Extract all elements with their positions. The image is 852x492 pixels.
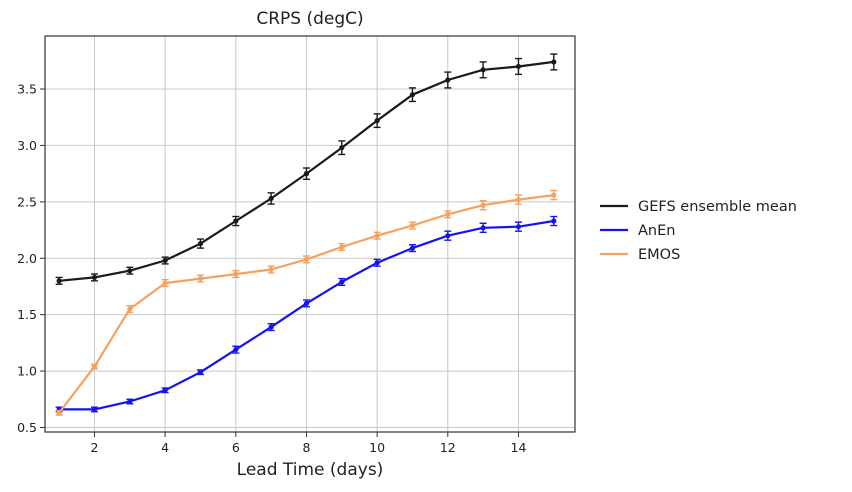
- legend-entry-anen: AnEn: [600, 223, 675, 239]
- y-tick-label: 2.5: [17, 194, 37, 209]
- data-point: [127, 306, 133, 312]
- legend-label: EMOS: [638, 247, 680, 263]
- y-tick-label: 0.5: [17, 420, 37, 435]
- data-point: [374, 118, 380, 124]
- series-layer: [55, 53, 558, 416]
- data-point: [339, 279, 345, 285]
- legend-label: AnEn: [638, 223, 675, 239]
- data-point: [409, 222, 416, 229]
- legend: GEFS ensemble mean AnEn EMOS: [600, 199, 797, 263]
- x-tick-label: 2: [90, 440, 98, 455]
- axis-ticks: 2 4 6 8 10 12 14 0.5 1.0 1.5 2.0 2.5 3.0 3.5: [17, 82, 526, 455]
- data-point: [91, 274, 98, 281]
- data-point: [233, 271, 239, 277]
- data-point: [480, 202, 486, 208]
- data-point: [197, 240, 204, 247]
- data-point: [551, 218, 557, 224]
- series-gefs-ensemble-mean: [55, 53, 558, 285]
- legend-entry-emos: EMOS: [600, 247, 680, 263]
- data-point: [480, 225, 486, 231]
- data-point: [162, 280, 168, 286]
- series-emos: [55, 189, 558, 416]
- data-point: [127, 398, 133, 405]
- data-point: [197, 275, 204, 282]
- data-point: [339, 145, 345, 151]
- series-anen: [55, 215, 558, 413]
- data-point: [268, 266, 274, 273]
- data-point: [515, 196, 522, 203]
- data-point: [127, 268, 133, 274]
- data-point: [162, 257, 168, 264]
- data-point: [268, 195, 274, 202]
- data-point: [551, 59, 557, 65]
- data-point: [515, 224, 522, 230]
- x-axis-label: Lead Time (days): [237, 460, 384, 480]
- y-tick-label: 3.5: [17, 82, 37, 97]
- data-point: [91, 363, 98, 370]
- data-point: [91, 406, 98, 413]
- data-point: [409, 92, 416, 98]
- x-tick-label: 14: [511, 440, 527, 455]
- chart-title: CRPS (degC): [256, 9, 363, 29]
- x-tick-label: 8: [302, 440, 310, 455]
- data-point: [303, 256, 310, 262]
- data-point: [303, 171, 310, 177]
- data-point: [233, 347, 239, 353]
- y-tick-label: 1.0: [17, 364, 37, 379]
- data-point: [445, 233, 451, 239]
- data-point: [445, 77, 451, 83]
- data-point: [56, 278, 62, 284]
- legend-label: GEFS ensemble mean: [638, 199, 797, 215]
- y-tick-label: 1.5: [17, 307, 37, 322]
- data-point: [515, 63, 522, 70]
- data-point: [374, 233, 380, 239]
- data-point: [268, 324, 274, 330]
- data-point: [303, 300, 310, 306]
- data-point: [197, 369, 204, 375]
- data-point: [409, 245, 416, 251]
- data-point: [480, 67, 486, 73]
- data-point: [551, 192, 557, 198]
- x-tick-label: 10: [369, 440, 385, 455]
- data-point: [374, 260, 380, 266]
- data-point: [162, 387, 168, 393]
- x-tick-label: 4: [161, 440, 169, 455]
- y-tick-label: 3.0: [17, 138, 37, 153]
- data-point: [445, 211, 451, 217]
- x-tick-label: 12: [440, 440, 456, 455]
- legend-entry-gefs-ensemble-mean: GEFS ensemble mean: [600, 199, 797, 215]
- grid: [45, 36, 575, 432]
- data-point: [56, 410, 62, 416]
- x-tick-label: 6: [232, 440, 240, 455]
- data-point: [339, 244, 345, 250]
- y-tick-label: 2.0: [17, 251, 37, 266]
- data-point: [233, 218, 239, 224]
- plot-frame: [44, 35, 576, 433]
